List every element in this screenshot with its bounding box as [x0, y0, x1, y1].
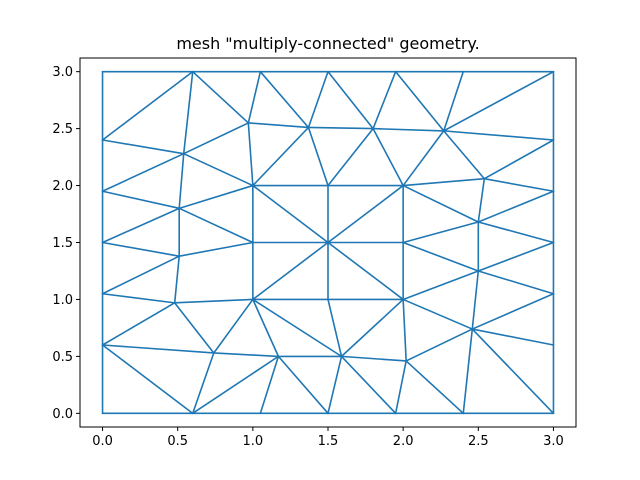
mesh-edge-110 [402, 221, 480, 244]
x-tick-label: 0.5 [167, 434, 188, 449]
mesh-edge-34 [327, 241, 404, 301]
mesh-edge-40 [101, 344, 194, 415]
mesh-edge-67 [402, 298, 474, 330]
mesh-edge-94 [327, 127, 374, 187]
mesh-edge-64 [327, 298, 343, 358]
mesh-edge-87 [247, 122, 310, 129]
mesh-edge-92 [307, 126, 374, 130]
mesh-edge-95 [372, 127, 404, 187]
mesh-edge-70 [173, 255, 180, 304]
mesh-edge-85 [247, 70, 262, 124]
mesh-edge-71 [178, 241, 254, 257]
mesh-edge-55 [471, 328, 555, 415]
mesh-edge-111 [477, 221, 555, 244]
y-tick-label: 2.5 [52, 122, 73, 137]
mesh-edge-75 [101, 190, 180, 210]
mesh-edge-58 [101, 292, 176, 304]
mesh-edge-77 [101, 152, 185, 193]
mesh-edge-52 [405, 360, 465, 415]
mesh-edge-54 [405, 328, 474, 362]
mesh-edge-91 [307, 70, 329, 129]
mesh-edge-103 [442, 130, 486, 180]
mesh-edge-116 [477, 270, 555, 295]
mesh-edge-74 [178, 207, 254, 244]
mesh-edge-57 [101, 302, 176, 346]
x-axis: 0.0 0.5 1.0 1.5 2.0 2.5 3.0 [92, 427, 564, 449]
mesh-edge-53 [462, 328, 474, 415]
mesh-edge-61 [212, 298, 254, 354]
mesh-edge-51 [340, 355, 407, 362]
mesh-edge-84 [191, 70, 250, 124]
mesh-edge-80 [101, 139, 185, 155]
mesh-edge-108 [477, 190, 555, 223]
mesh-edge-62 [252, 298, 280, 358]
mesh-edge-63 [252, 298, 343, 358]
mesh-edge-82 [182, 70, 194, 155]
mesh-edge-42 [191, 352, 215, 415]
mesh-edge-101 [442, 70, 555, 132]
mesh-edge-105 [402, 177, 486, 187]
mesh-edge-115 [402, 270, 480, 301]
mesh-edge-107 [477, 177, 486, 223]
y-axis: 0.0 0.5 1.0 1.5 2.0 2.5 3.0 [52, 65, 80, 422]
mesh-edge-41 [101, 344, 215, 354]
mesh-edge-98 [394, 70, 445, 132]
x-tick-label: 1.0 [243, 434, 264, 449]
mesh-edge-86 [247, 122, 254, 187]
mesh-edge-68 [101, 255, 180, 295]
mesh-edge-36 [327, 184, 404, 244]
mesh-edge-44 [212, 352, 280, 358]
mesh-edge-100 [402, 130, 445, 187]
y-tick-label: 1.0 [52, 293, 73, 308]
mesh-edges [101, 70, 555, 415]
y-tick-label: 0.0 [52, 407, 73, 422]
mesh-edge-114 [402, 241, 480, 272]
mesh-edge-109 [402, 184, 480, 223]
mesh-edge-50 [394, 360, 407, 415]
mesh-edge-96 [372, 70, 397, 130]
mesh-edge-69 [101, 241, 180, 257]
x-tick-label: 2.0 [393, 434, 414, 449]
x-tick-label: 1.5 [318, 434, 339, 449]
mesh-edge-60 [173, 298, 254, 304]
mesh-edge-104 [483, 139, 555, 180]
mesh-edge-76 [178, 184, 254, 210]
mesh-edge-65 [340, 298, 404, 358]
y-tick-label: 1.5 [52, 236, 73, 251]
mesh-edge-81 [101, 70, 194, 141]
mesh-edge-47 [327, 355, 343, 415]
x-tick-label: 2.5 [468, 434, 489, 449]
chart-title: mesh "multiply-connected" geometry. [176, 34, 479, 53]
mesh-edge-97 [372, 127, 445, 132]
mesh-edge-66 [402, 298, 407, 362]
mesh-edge-72 [101, 207, 180, 244]
mesh-edge-102 [442, 130, 555, 141]
mesh-edge-117 [471, 270, 480, 330]
mesh-edge-56 [471, 328, 555, 346]
mesh-edge-106 [483, 177, 555, 193]
mesh-edge-89 [307, 126, 329, 187]
mesh-edge-90 [259, 70, 310, 129]
mesh-edge-78 [178, 152, 185, 210]
mesh-edge-118 [471, 292, 555, 330]
x-tick-label: 3.0 [543, 434, 564, 449]
mesh-edge-59 [173, 302, 215, 354]
mesh-edge-43 [191, 355, 280, 415]
mesh-edge-93 [327, 70, 374, 130]
mesh-edge-113 [477, 241, 555, 272]
x-tick-label: 0.0 [92, 434, 113, 449]
mesh-edge-88 [252, 126, 310, 187]
y-tick-label: 3.0 [52, 65, 73, 80]
y-tick-label: 2.0 [52, 179, 73, 194]
mesh-edge-99 [442, 70, 465, 132]
mesh-edge-79 [182, 152, 254, 187]
mesh-edge-49 [340, 355, 397, 415]
mesh-edge-46 [277, 355, 329, 415]
mesh-edge-32 [252, 241, 329, 301]
mesh-edge-45 [259, 355, 280, 415]
mesh-edge-83 [182, 122, 250, 155]
y-tick-label: 0.5 [52, 350, 73, 365]
mesh-edge-38 [252, 184, 329, 244]
